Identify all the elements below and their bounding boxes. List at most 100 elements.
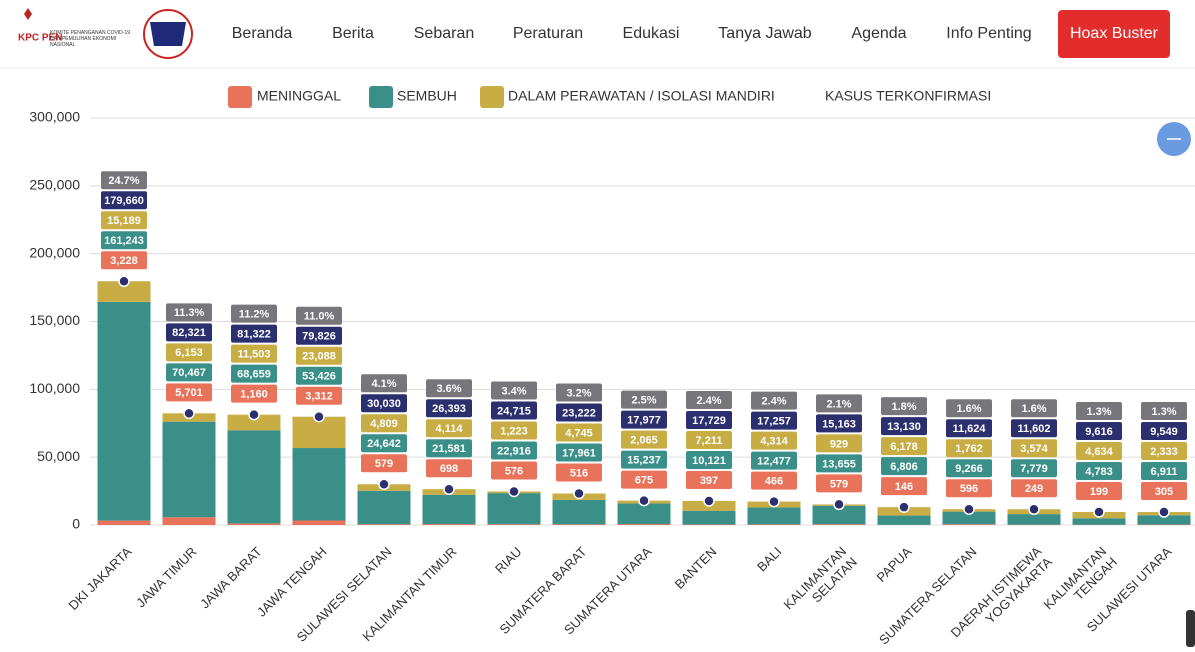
nav-item[interactable]: Tanya Jawab	[718, 25, 811, 42]
nav-item[interactable]: Agenda	[851, 25, 906, 42]
scrollbar[interactable]	[1186, 610, 1195, 647]
data-label: 23,222	[556, 403, 602, 421]
data-label: 24,715	[491, 401, 537, 419]
legend-swatch[interactable]	[797, 86, 821, 108]
data-label-text: 9,616	[1085, 426, 1113, 438]
bar-segment	[423, 524, 476, 525]
data-label-text: 179,660	[104, 195, 144, 207]
data-label-text: 13,655	[822, 458, 856, 470]
nav-item[interactable]: Info Penting	[946, 25, 1031, 42]
legend-label[interactable]: MENINGGAL	[257, 88, 341, 104]
data-label-text: 24.7%	[108, 175, 139, 187]
data-label-text: 199	[1090, 486, 1108, 498]
legend-swatch[interactable]	[369, 86, 393, 108]
data-label-text: 4,634	[1085, 446, 1113, 458]
data-label-text: 6,153	[175, 347, 203, 359]
data-label: 579	[816, 474, 862, 492]
bar-segment	[98, 302, 151, 521]
data-label-text: 17,257	[757, 415, 791, 427]
data-label-text: 15,189	[107, 215, 141, 227]
bar-segment	[358, 524, 411, 525]
data-label-text: 11.3%	[174, 307, 205, 319]
total-point	[509, 486, 519, 496]
data-label: 9,616	[1076, 422, 1122, 440]
data-label: 2.4%	[686, 391, 732, 409]
data-label: 1.3%	[1141, 402, 1187, 420]
data-label-text: 1,762	[955, 443, 983, 455]
data-label-text: 21,581	[432, 443, 466, 455]
data-label: 11.3%	[166, 303, 212, 321]
x-tick-label: BANTEN	[672, 544, 720, 592]
bar-segment	[293, 448, 346, 520]
data-label-text: 26,393	[432, 403, 466, 415]
data-label-text: 2.4%	[761, 395, 786, 407]
data-label: 82,321	[166, 323, 212, 341]
data-label: 15,163	[816, 414, 862, 432]
data-label: 3,312	[296, 387, 342, 405]
nav-item[interactable]: Beranda	[232, 25, 293, 42]
y-tick-label: 100,000	[29, 380, 80, 396]
nav-item[interactable]: Edukasi	[623, 25, 680, 42]
data-label-text: 11,624	[952, 423, 986, 435]
data-label: 11,602	[1011, 419, 1057, 437]
data-label: 11.0%	[296, 307, 342, 325]
data-label: 161,243	[101, 231, 147, 249]
data-label: 146	[881, 477, 927, 495]
nav-item[interactable]: Sebaran	[414, 25, 475, 42]
data-label: 199	[1076, 482, 1122, 500]
data-label: 24.7%	[101, 171, 147, 189]
nav-item[interactable]: Berita	[332, 25, 374, 42]
total-point	[769, 497, 779, 507]
data-label: 23,088	[296, 347, 342, 365]
legend-swatch[interactable]	[228, 86, 252, 108]
data-label: 68,659	[231, 365, 277, 383]
logo-text: KOMITE PENANGANAN COVID-19 DAN PEMULIHAN…	[50, 30, 130, 48]
bar-segment	[228, 430, 281, 523]
data-label: 9,266	[946, 459, 992, 477]
total-point	[639, 496, 649, 506]
legend-label[interactable]: DALAM PERAWATAN / ISOLASI MANDIRI	[508, 88, 775, 104]
data-label-text: 2.4%	[696, 395, 721, 407]
data-label-text: 22,916	[497, 445, 531, 457]
y-tick-label: 250,000	[29, 177, 80, 193]
data-label-text: 3,574	[1020, 443, 1048, 455]
legend-label[interactable]: SEMBUH	[397, 88, 457, 104]
data-label-text: 1.6%	[956, 403, 981, 415]
data-label-text: 466	[765, 475, 783, 487]
data-label-text: 3,312	[305, 391, 333, 403]
bar-segment	[98, 521, 151, 525]
data-label: 1.8%	[881, 397, 927, 415]
data-label: 30,030	[361, 394, 407, 412]
data-label: 4.1%	[361, 374, 407, 392]
data-label-text: 11,602	[1017, 423, 1050, 435]
data-label: 24,642	[361, 434, 407, 452]
data-label-text: 929	[830, 438, 848, 450]
x-tick-label: DKI JAKARTA	[66, 544, 135, 613]
data-label-text: 1.6%	[1021, 403, 1046, 415]
data-label: 179,660	[101, 191, 147, 209]
bar-segment	[1008, 514, 1061, 525]
total-point	[379, 479, 389, 489]
legend-swatch[interactable]	[480, 86, 504, 108]
data-label-text: 596	[960, 483, 978, 495]
data-label: 2,333	[1141, 442, 1187, 460]
data-label: 15,189	[101, 211, 147, 229]
y-tick-label: 200,000	[29, 244, 80, 260]
data-label-text: 397	[700, 475, 718, 487]
hoax-buster-label[interactable]: Hoax Buster	[1070, 25, 1159, 42]
data-label-text: 7,211	[696, 435, 723, 447]
data-label: 11,503	[231, 345, 277, 363]
nav-item[interactable]: Peraturan	[513, 25, 583, 42]
data-label: 1.3%	[1076, 402, 1122, 420]
data-label-text: 675	[635, 475, 653, 487]
bar-segment	[163, 422, 216, 518]
data-label-text: 161,243	[104, 235, 144, 247]
data-label: 15,237	[621, 451, 667, 469]
total-point	[1159, 507, 1169, 517]
data-label: 3,228	[101, 251, 147, 269]
data-label-text: 15,237	[627, 455, 661, 467]
total-point	[314, 412, 324, 422]
data-label-text: 23,222	[562, 407, 596, 419]
legend-label[interactable]: KASUS TERKONFIRMASI	[825, 88, 991, 104]
data-label: 26,393	[426, 399, 472, 417]
